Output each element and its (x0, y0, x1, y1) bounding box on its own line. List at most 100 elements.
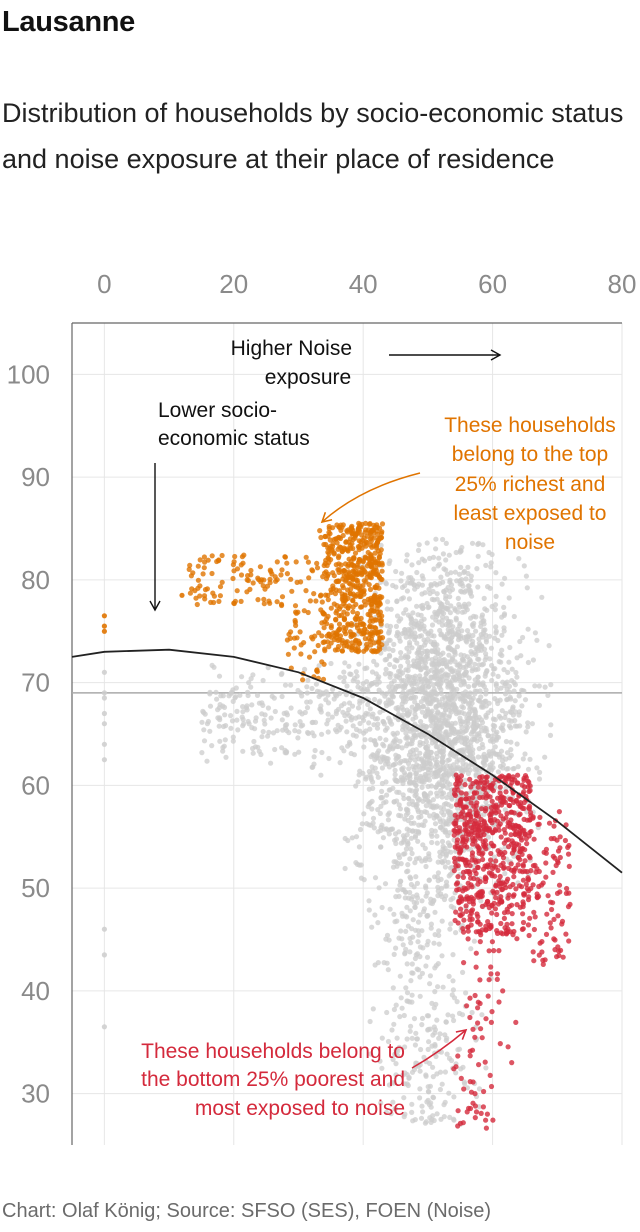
data-point (412, 1042, 418, 1048)
data-point (348, 631, 354, 638)
data-point (421, 616, 427, 622)
data-point (526, 805, 532, 811)
data-point (439, 794, 445, 800)
data-point (274, 559, 280, 565)
data-point (245, 573, 251, 579)
data-point (440, 536, 446, 543)
data-point (564, 885, 570, 892)
data-point (350, 576, 356, 582)
data-point (385, 760, 391, 767)
data-point (443, 879, 450, 885)
data-point (356, 524, 362, 530)
data-point (464, 745, 470, 751)
data-point (388, 671, 394, 677)
data-point (509, 776, 515, 782)
data-point (520, 901, 527, 907)
data-point (408, 835, 414, 841)
data-point (392, 1051, 398, 1057)
data-point (379, 794, 385, 801)
data-point (477, 681, 483, 688)
data-point (439, 953, 445, 959)
data-point (302, 709, 308, 716)
data-point (413, 771, 419, 777)
data-point (455, 874, 461, 880)
data-point (469, 736, 476, 743)
data-point (379, 568, 385, 574)
data-point (424, 776, 430, 783)
data-point (386, 810, 392, 816)
data-point (477, 723, 483, 730)
data-point (229, 718, 236, 724)
data-point (429, 622, 436, 628)
data-point (505, 895, 511, 901)
data-point (475, 674, 481, 680)
data-point (555, 913, 561, 919)
data-point (368, 754, 374, 760)
data-point (404, 990, 411, 996)
data-point (522, 784, 528, 790)
data-point (430, 695, 436, 701)
data-point (469, 1047, 476, 1053)
data-point (492, 723, 498, 729)
data-point (353, 584, 359, 590)
data-point (289, 588, 295, 594)
y-tick-label: 50 (21, 873, 50, 903)
data-point (497, 873, 503, 880)
data-point (504, 879, 510, 885)
data-point (354, 625, 361, 631)
data-point (431, 1024, 437, 1030)
data-point (408, 978, 414, 984)
data-point (370, 785, 376, 792)
data-point (349, 523, 355, 529)
data-point (249, 702, 255, 708)
data-point (463, 727, 469, 734)
data-point (374, 770, 380, 776)
data-point (476, 847, 482, 854)
data-point (311, 591, 317, 597)
data-point (423, 660, 429, 666)
data-point (370, 815, 377, 821)
data-point (371, 522, 377, 529)
data-point (491, 948, 497, 954)
data-point (461, 917, 467, 923)
data-point (440, 650, 446, 656)
data-point (509, 1060, 515, 1066)
data-point (418, 699, 424, 705)
data-point (399, 936, 405, 942)
data-point (466, 711, 472, 718)
data-point (328, 660, 334, 667)
data-point (531, 958, 537, 964)
data-point (456, 571, 463, 577)
data-point (300, 677, 306, 683)
data-point (436, 941, 442, 947)
data-point (357, 826, 364, 833)
data-point (451, 649, 457, 655)
data-point (101, 926, 107, 932)
data-point (480, 542, 486, 548)
data-point (414, 640, 420, 646)
data-point (495, 734, 502, 740)
data-point (468, 882, 474, 888)
data-point (436, 699, 443, 705)
x-tick-label: 60 (478, 269, 507, 299)
data-point (401, 887, 407, 893)
data-point (350, 545, 356, 552)
data-point (355, 684, 361, 690)
data-point (201, 593, 208, 599)
data-point (228, 713, 234, 719)
data-point (418, 666, 424, 672)
data-point (408, 814, 414, 821)
data-point (521, 775, 527, 782)
data-point (417, 652, 423, 658)
data-point (398, 663, 404, 670)
data-point (399, 910, 405, 917)
data-point (550, 853, 556, 859)
data-point (518, 653, 524, 659)
data-point (424, 890, 430, 896)
data-point (420, 740, 426, 747)
data-point (240, 716, 246, 723)
data-point (465, 936, 471, 942)
data-point (503, 885, 509, 891)
data-point (453, 909, 459, 915)
data-point (312, 649, 318, 655)
